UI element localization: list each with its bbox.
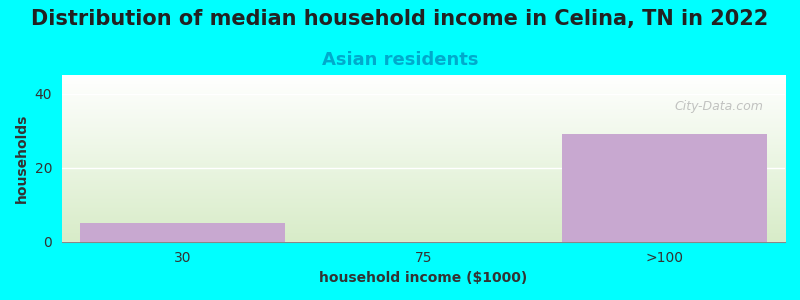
Bar <box>80 223 285 242</box>
X-axis label: household income ($1000): household income ($1000) <box>319 271 527 285</box>
Y-axis label: households: households <box>15 114 29 203</box>
Text: City-Data.com: City-Data.com <box>674 100 763 113</box>
Bar <box>562 134 767 242</box>
Text: Asian residents: Asian residents <box>322 51 478 69</box>
Text: Distribution of median household income in Celina, TN in 2022: Distribution of median household income … <box>31 9 769 29</box>
